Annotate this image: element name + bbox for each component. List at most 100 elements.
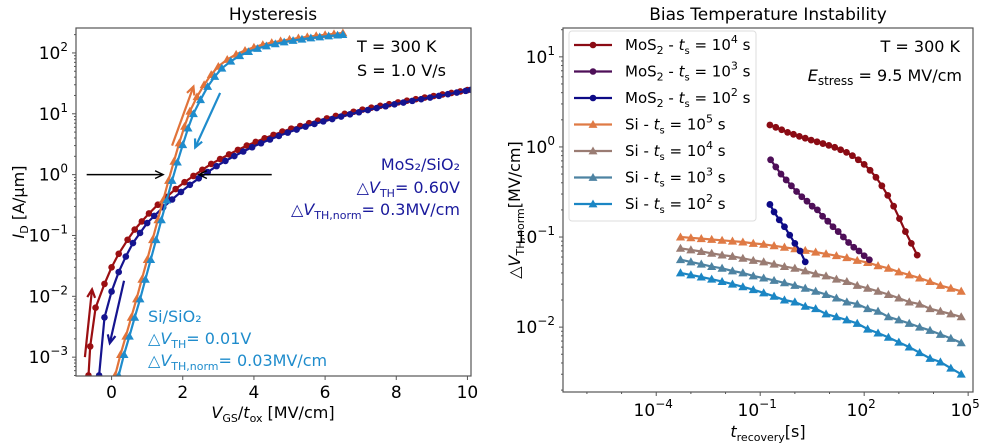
hysteresis-point <box>122 253 130 260</box>
bti-point <box>863 304 873 313</box>
bti-point <box>813 138 821 146</box>
bti-point <box>786 231 794 239</box>
bti-point <box>738 282 748 291</box>
bti-point <box>884 191 892 199</box>
bti-point <box>915 322 925 331</box>
bti-point <box>821 271 831 280</box>
hysteresis-axes-frame <box>75 27 472 377</box>
bti-point <box>842 277 852 286</box>
hysteresis-point <box>183 123 193 132</box>
y-tick-label: 10−2 <box>29 283 68 307</box>
bti-point <box>748 271 758 280</box>
bti-point <box>860 252 868 260</box>
y-tick-label: 10−2 <box>516 314 555 338</box>
hysteresis-point <box>284 129 292 136</box>
y-tick-label: 101 <box>39 101 68 125</box>
hysteresis-point <box>177 188 185 196</box>
hysteresis-x-axis-label: VGS/tox [MV/cm] <box>211 403 334 425</box>
legend-marker <box>588 120 598 128</box>
bti-point <box>834 228 842 235</box>
hysteresis-point <box>178 140 188 149</box>
bti-point <box>894 293 904 302</box>
bti-point <box>850 243 858 251</box>
hysteresis-point <box>226 56 236 65</box>
hysteresis-point <box>275 132 283 140</box>
bti-point <box>686 245 696 254</box>
legend-label: MoS2 - ts = 103 s <box>625 60 751 84</box>
bti-point <box>801 134 809 142</box>
hysteresis-point <box>435 92 443 100</box>
bti-point <box>807 136 815 144</box>
bti-point <box>865 256 873 264</box>
bti-point <box>759 288 769 297</box>
x-tick-label: 0 <box>106 383 117 403</box>
legend-label: MoS2 - ts = 102 s <box>625 86 751 110</box>
bti-point <box>781 223 788 231</box>
hysteresis-y-axis-label: ID [A/µm] <box>9 166 31 239</box>
bti-point <box>883 263 894 272</box>
hysteresis-point <box>462 87 469 95</box>
bti-point <box>837 146 845 154</box>
bti-point <box>842 253 852 262</box>
legend-label: Si - ts = 104 s <box>625 139 726 163</box>
bti-point <box>831 251 842 260</box>
bti-point <box>863 324 873 333</box>
bti-point <box>686 233 696 242</box>
bti-point <box>935 306 946 315</box>
si-label: Si/SiO₂ <box>148 307 202 326</box>
si-dvth: △VTH= 0.01V <box>148 329 251 351</box>
bti-point <box>717 277 727 286</box>
legend-item: Si - ts = 102 s <box>574 192 726 216</box>
hysteresis-panel: Hysteresis 0 2 4 6 8 1010−310−210−1100101102 … <box>9 5 478 425</box>
legend-marker <box>589 41 597 49</box>
hysteresis-point <box>124 236 131 244</box>
hysteresis-point <box>188 109 198 118</box>
bti-series-2 <box>766 201 809 266</box>
bti-point <box>790 263 800 272</box>
bti-point <box>852 255 862 264</box>
bti-point <box>791 239 799 247</box>
legend-marker <box>589 94 597 102</box>
hysteresis-point <box>364 106 372 114</box>
bti-point <box>770 208 778 216</box>
bti-point <box>707 248 717 257</box>
hysteresis-point <box>146 255 156 264</box>
bti-point <box>778 126 786 134</box>
bti-plot-area <box>675 121 966 378</box>
bti-point <box>946 363 956 372</box>
bti-title: Bias Temperature Instability <box>649 5 887 25</box>
bti-point <box>738 268 748 277</box>
hysteresis-point <box>124 331 134 340</box>
si-down-arrow <box>193 92 222 150</box>
left-threshold-arrow <box>86 170 165 180</box>
hysteresis-point <box>210 72 220 80</box>
hysteresis-point <box>156 215 166 224</box>
hysteresis-point <box>248 143 256 151</box>
hysteresis-point <box>86 343 94 350</box>
bti-point <box>904 318 914 327</box>
hysteresis-point <box>328 115 336 123</box>
bti-point <box>821 309 831 318</box>
bti-point <box>748 285 758 294</box>
bti-series-6 <box>675 268 966 378</box>
hysteresis-point <box>135 294 145 303</box>
bti-point <box>696 272 706 281</box>
hysteresis-point <box>216 155 224 163</box>
hysteresis-point <box>168 196 176 203</box>
legend-marker <box>588 173 598 181</box>
bti-point <box>796 247 804 255</box>
bti-point <box>779 278 790 287</box>
bti-point <box>727 279 738 288</box>
bti-series-4 <box>675 243 966 321</box>
bti-point <box>790 280 800 289</box>
bti-point <box>873 261 883 270</box>
bti-point <box>831 293 842 302</box>
hysteresis-point <box>288 36 298 44</box>
legend-label: Si - ts = 105 s <box>625 113 726 137</box>
bti-point <box>894 337 904 346</box>
x-tick-label: 2 <box>177 383 188 403</box>
bti-point <box>779 242 790 251</box>
x-tick-label: 6 <box>320 383 331 403</box>
bti-point <box>956 312 966 321</box>
bti-point <box>842 315 852 324</box>
